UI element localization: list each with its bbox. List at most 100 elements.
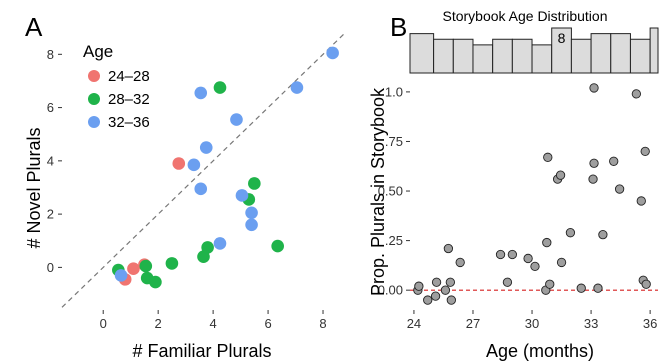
panel-a-y-axis-title: # Novel Plurals <box>24 127 44 248</box>
histogram-bar-2 <box>452 38 474 74</box>
panel-a-point-32-36-2 <box>194 182 208 196</box>
panel-b: B Storybook Age Distribution 8 24 27 30 33 3… <box>368 8 659 361</box>
panel-a-point-32-36-4 <box>199 141 213 154</box>
histogram-bar-0 <box>409 33 435 74</box>
panel-a-points <box>112 46 339 289</box>
panel-b-point-10 <box>495 249 506 260</box>
panel-a-point-32-36-7 <box>235 189 249 202</box>
histogram-bar-1 <box>433 38 454 74</box>
histogram-bar-3 <box>472 44 494 74</box>
legend-swatch-32-36 <box>88 116 100 128</box>
panel-b-point-1 <box>414 281 424 291</box>
panel-b-axes: 24 27 30 33 36 0.00 .25 0.50 .75 1.0 <box>378 84 658 331</box>
panel-a-point-24-28-3 <box>172 157 186 170</box>
panel-b-point-2 <box>423 295 433 305</box>
panel-b-point-8 <box>446 295 456 305</box>
panel-b-point-24 <box>588 174 598 184</box>
legend-label-24-28: 24–28 <box>108 68 150 85</box>
histogram-title: Storybook Age Distribution <box>443 8 608 24</box>
panel-b-point-9 <box>455 257 465 268</box>
panel-b-x-axis-title: Age (months) <box>486 341 594 361</box>
panel-a-point-32-36-5 <box>213 237 227 250</box>
histogram-bar-9 <box>590 33 612 74</box>
legend-label-28-32: 28–32 <box>108 91 150 108</box>
panel-a-x-tick-label: 2 <box>155 316 162 331</box>
panel-a-y-ticks: 0 2 4 6 8 <box>47 47 62 275</box>
panel-b-point-22 <box>565 228 576 238</box>
panel-a-x-tick-label: 8 <box>319 316 326 331</box>
panel-a-point-32-36-10 <box>290 81 304 94</box>
panel-a-point-28-32-3 <box>149 275 162 289</box>
panel-b-point-26 <box>589 83 599 93</box>
panel-a-point-28-32-6 <box>201 241 214 254</box>
panel-b-point-3 <box>430 291 441 301</box>
histogram-bar-12 <box>649 27 659 74</box>
panel-a-point-28-32-7 <box>213 81 227 94</box>
panel-a-y-tick-label: 2 <box>47 207 54 222</box>
panel-b-point-29 <box>609 156 619 166</box>
panel-b-point-28 <box>598 230 608 240</box>
panel-b-point-16 <box>542 237 552 248</box>
panel-a-x-axis-title: # Familiar Plurals <box>132 341 271 361</box>
panel-b-y-tick-label: 0.00 <box>378 283 403 298</box>
panel-b-x-tick-label: 24 <box>407 316 421 331</box>
panel-a-point-28-32-9 <box>248 177 261 190</box>
panel-b-y-ticks: 0.00 .25 0.50 .75 1.0 <box>378 84 410 298</box>
panel-a-reference-line <box>61 32 346 308</box>
panel-a-y-tick-label: 8 <box>47 47 54 62</box>
panel-b-point-7 <box>445 277 455 287</box>
panel-a-point-32-36-8 <box>245 206 258 220</box>
panel-b-point-35 <box>641 279 651 289</box>
panel-a-axes: 0 2 4 6 8 0 2 4 6 8 <box>47 47 327 331</box>
panel-a-point-28-32-10 <box>271 239 284 253</box>
panel-b-y-tick-label: 1.0 <box>385 84 403 99</box>
histogram-bar-10 <box>610 33 631 74</box>
panel-a: A 0 2 4 6 8 0 2 4 6 8 # Familiar Plurals # Novel… <box>24 12 346 361</box>
panel-a-y-tick-label: 4 <box>47 153 54 168</box>
histogram-bar-5 <box>511 38 533 74</box>
panel-b-y-tick-label: 0.50 <box>378 184 403 199</box>
panel-a-point-32-36-6 <box>230 113 243 126</box>
panel-a-x-tick-label: 4 <box>209 316 216 331</box>
panel-a-point-32-36-11 <box>326 46 339 60</box>
panel-b-point-20 <box>555 170 566 180</box>
panel-a-x-tick-label: 6 <box>264 316 271 331</box>
panel-b-point-17 <box>543 152 553 162</box>
panel-b-x-tick-label: 27 <box>466 316 480 331</box>
panel-a-x-tick-label: 0 <box>100 316 107 331</box>
panel-a-x-ticks: 0 2 4 6 8 <box>100 310 327 331</box>
panel-b-point-13 <box>523 253 533 264</box>
panel-b-point-32 <box>636 196 646 206</box>
storybook-age-histogram <box>409 27 659 74</box>
panel-b-point-31 <box>631 89 641 99</box>
panel-b-y-tick-label: .25 <box>385 233 403 248</box>
panel-a-point-32-36-9 <box>245 218 258 232</box>
legend-label-32-36: 32–36 <box>108 114 150 131</box>
panel-b-point-14 <box>530 261 540 272</box>
panel-a-point-32-36-3 <box>194 86 208 100</box>
panel-a-point-24-28-1 <box>127 262 140 276</box>
panel-b-point-27 <box>593 283 603 293</box>
panel-a-point-28-32-4 <box>165 257 179 270</box>
legend-swatch-28-32 <box>88 93 100 105</box>
panel-b-x-ticks: 24 27 30 33 36 <box>407 310 657 331</box>
panel-a-letter: A <box>25 12 43 42</box>
histogram-bar-value-label: 8 <box>558 30 566 46</box>
panel-b-x-tick-label: 36 <box>643 316 657 331</box>
panel-b-y-axis-title: Prop. Plurals in Storybook <box>368 87 388 296</box>
panel-b-point-11 <box>502 277 513 287</box>
panel-a-y-tick-label: 6 <box>47 100 54 115</box>
panel-b-point-25 <box>589 158 599 168</box>
legend-swatch-24-28 <box>88 70 100 82</box>
panel-b-point-18 <box>545 279 555 289</box>
panel-b-x-tick-label: 33 <box>584 316 598 331</box>
panel-b-point-5 <box>440 285 451 295</box>
panel-a-y-tick-label: 0 <box>47 260 54 275</box>
panel-b-points <box>413 83 651 305</box>
histogram-bar-8 <box>570 38 592 74</box>
panel-a-point-32-36-1 <box>187 158 201 172</box>
panel-b-point-4 <box>431 277 442 287</box>
panel-b-point-21 <box>556 257 567 268</box>
legend-title: Age <box>83 42 113 61</box>
